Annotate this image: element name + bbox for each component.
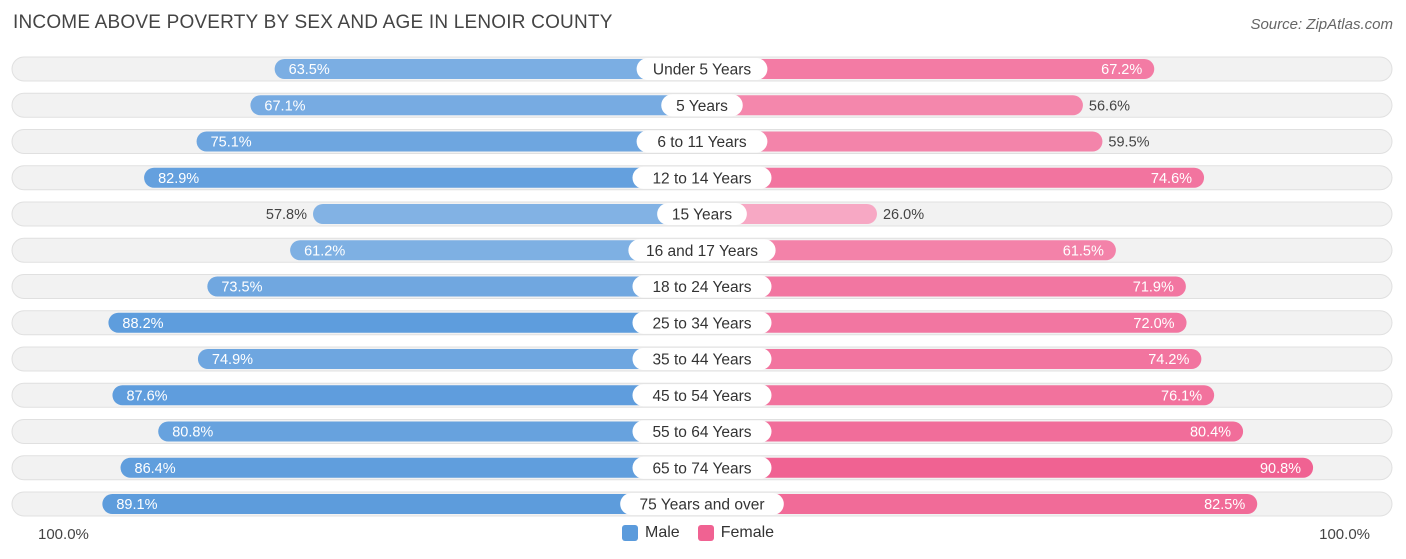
category-pill-15-years (657, 203, 747, 225)
bar-female-5-years (702, 95, 1083, 116)
value-label-male-65-to-74-years: 86.4% (135, 461, 176, 477)
value-label-female-5-years: 56.6% (1089, 98, 1130, 114)
legend: Male Female (622, 524, 784, 542)
category-label-75-years-and-over: 75 Years and over (640, 497, 765, 514)
legend-label-male: Male (645, 524, 680, 541)
category-pill-18-to-24-years (632, 275, 772, 298)
value-label-male-35-to-44-years: 74.9% (212, 352, 253, 368)
bar-female-55-to-64-years (702, 421, 1244, 442)
bar-male-45-to-54-years (112, 385, 702, 406)
category-label-6-to-11-years: 6 to 11 Years (657, 134, 747, 151)
category-pill-6-to-11-years (636, 130, 768, 153)
value-label-male-12-to-14-years: 82.9% (158, 171, 199, 187)
category-pill-12-to-14-years (632, 166, 772, 189)
value-label-male-15-years: 57.8% (266, 207, 307, 223)
value-label-male-16-and-17-years: 61.2% (304, 243, 345, 259)
category-pill-45-to-54-years (632, 384, 772, 407)
bar-male-5-years (250, 95, 703, 116)
category-label-5-years: 5 Years (676, 98, 728, 115)
category-label-12-to-14-years: 12 to 14 Years (652, 170, 751, 187)
value-label-female-16-and-17-years: 61.5% (1063, 243, 1104, 259)
category-pill-5-years (661, 94, 743, 117)
category-label-under-5-years: Under 5 Years (653, 62, 751, 79)
bar-female-6-to-11-years (702, 131, 1103, 152)
value-label-female-25-to-34-years: 72.0% (1133, 316, 1174, 332)
bar-male-12-to-14-years (144, 167, 702, 188)
category-pill-55-to-64-years (632, 420, 772, 443)
category-pill-25-to-34-years (632, 311, 772, 334)
category-label-16-and-17-years: 16 and 17 Years (646, 243, 758, 260)
value-label-male-18-to-24-years: 73.5% (221, 280, 262, 296)
category-pill-16-and-17-years (628, 239, 776, 262)
value-label-male-55-to-64-years: 80.8% (172, 425, 213, 441)
bar-male-6-to-11-years (196, 131, 702, 152)
category-label-15-years: 15 Years (672, 207, 733, 224)
value-label-male-5-years: 67.1% (264, 98, 305, 114)
bar-male-16-and-17-years (290, 240, 702, 261)
bar-male-55-to-64-years (158, 421, 702, 442)
bar-female-75-years-and-over (702, 494, 1258, 514)
bar-female-under-5-years (702, 59, 1155, 79)
value-label-female-65-to-74-years: 90.8% (1260, 461, 1301, 477)
bar-female-16-and-17-years (702, 240, 1116, 261)
bar-female-12-to-14-years (702, 167, 1205, 188)
value-label-female-55-to-64-years: 80.4% (1190, 425, 1231, 441)
bar-male-25-to-34-years (108, 312, 702, 333)
bar-male-under-5-years (274, 59, 702, 79)
legend-label-female: Female (720, 524, 775, 541)
axis-right-label: 100.0% (1319, 526, 1370, 543)
bar-female-45-to-54-years (702, 385, 1215, 406)
category-label-18-to-24-years: 18 to 24 Years (652, 279, 751, 296)
chart-title: INCOME ABOVE POVERTY BY SEX AND AGE IN L… (13, 12, 613, 33)
value-label-male-6-to-11-years: 75.1% (211, 135, 252, 151)
bar-male-35-to-44-years (197, 349, 702, 369)
category-label-25-to-34-years: 25 to 34 Years (652, 315, 751, 332)
bar-female-35-to-44-years (702, 349, 1202, 369)
category-pill-75-years-and-over (620, 493, 784, 515)
legend-item-female: Female (697, 524, 775, 542)
bar-male-65-to-74-years (120, 457, 702, 478)
bar-male-18-to-24-years (207, 276, 702, 297)
value-label-female-18-to-24-years: 71.9% (1133, 280, 1174, 296)
source-credit: Source: ZipAtlas.com (1250, 16, 1393, 33)
legend-item-male: Male (622, 524, 680, 542)
value-label-male-75-years-and-over: 89.1% (116, 497, 157, 513)
bar-male-15-years (313, 204, 702, 224)
value-label-female-12-to-14-years: 74.6% (1151, 171, 1192, 187)
category-pill-35-to-44-years (632, 348, 772, 370)
category-label-65-to-74-years: 65 to 74 Years (652, 460, 751, 477)
value-label-female-15-years: 26.0% (883, 207, 924, 223)
value-label-male-25-to-34-years: 88.2% (122, 316, 163, 332)
value-label-female-75-years-and-over: 82.5% (1204, 497, 1245, 513)
bar-male-75-years-and-over (102, 494, 703, 514)
bar-female-18-to-24-years (702, 276, 1186, 297)
value-label-male-under-5-years: 63.5% (289, 62, 330, 78)
axis-left-label: 100.0% (38, 526, 89, 543)
bar-female-15-years (702, 204, 877, 224)
category-pill-under-5-years (636, 58, 768, 80)
category-label-35-to-44-years: 35 to 44 Years (652, 352, 751, 369)
legend-swatch-male (622, 525, 638, 541)
value-label-female-6-to-11-years: 59.5% (1108, 135, 1149, 151)
bar-female-25-to-34-years (702, 312, 1187, 333)
value-label-female-under-5-years: 67.2% (1101, 62, 1142, 78)
legend-swatch-female (697, 525, 714, 541)
value-label-female-45-to-54-years: 76.1% (1161, 388, 1202, 404)
value-label-male-45-to-54-years: 87.6% (126, 388, 167, 404)
bar-female-65-to-74-years (702, 457, 1314, 478)
category-pill-65-to-74-years (632, 456, 772, 479)
category-label-55-to-64-years: 55 to 64 Years (652, 424, 751, 441)
category-label-45-to-54-years: 45 to 54 Years (652, 388, 751, 405)
value-label-female-35-to-44-years: 74.2% (1148, 352, 1189, 368)
